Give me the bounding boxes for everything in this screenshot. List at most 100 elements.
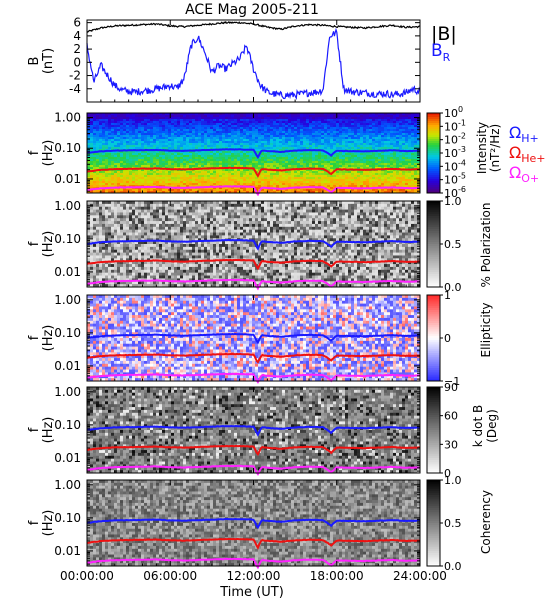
- spectrogram-cell: [195, 127, 199, 130]
- spectrogram-cell: [90, 131, 94, 134]
- spectrogram-cell: [237, 177, 241, 180]
- spectrogram-cell: [144, 151, 148, 154]
- spectrogram-cell: [150, 113, 154, 116]
- spectrogram-cell: [222, 177, 226, 180]
- spectrogram-cell: [261, 159, 265, 162]
- spectrogram-cell: [120, 115, 124, 118]
- spectrogram-cell: [198, 145, 202, 148]
- spectrogram-cell: [267, 143, 271, 146]
- spectrogram-cell: [159, 169, 163, 172]
- spectrogram-cell: [207, 155, 211, 158]
- spectrogram-cell: [168, 123, 172, 126]
- spectrogram-cell: [285, 119, 289, 122]
- spectrogram-cell: [105, 177, 109, 180]
- spectrogram-cell: [123, 203, 127, 208]
- spectrogram-cell: [276, 137, 280, 140]
- spectrogram-cell: [114, 272, 118, 276]
- spectrogram-cell: [183, 155, 187, 158]
- spectrogram-cell: [246, 139, 250, 142]
- spectrogram-cell: [237, 117, 241, 120]
- spectrogram-cell: [264, 143, 268, 146]
- spectrogram-cells: [87, 113, 421, 194]
- spectrogram-cell: [180, 115, 184, 118]
- spectrogram-cell: [114, 209, 118, 213]
- spectrogram-cell: [198, 119, 202, 122]
- spectrogram-cell: [276, 117, 280, 120]
- spectrogram-cell: [144, 145, 148, 148]
- spectrogram-cell: [213, 165, 217, 168]
- spectrogram-cell: [237, 173, 241, 176]
- spectrogram-cell: [216, 175, 220, 178]
- spectrogram-cell: [171, 173, 175, 176]
- spectrogram-cell: [162, 159, 166, 162]
- spectrogram-cell: [120, 221, 124, 225]
- spectrogram-cell: [219, 161, 223, 164]
- spectrogram-cell: [216, 163, 220, 166]
- spectrogram-cell: [114, 226, 118, 231]
- spectrogram-cell: [204, 113, 208, 116]
- spectrogram-cell: [132, 185, 136, 188]
- spectrogram-cell: [87, 157, 91, 160]
- spectrogram-cell: [216, 121, 220, 124]
- spectrogram-cell: [267, 139, 271, 142]
- spectrogram-cell: [123, 244, 127, 248]
- spectrogram-cell: [162, 141, 166, 144]
- spectrogram-cell: [246, 145, 250, 148]
- spectrogram-cell: [228, 121, 232, 124]
- spectrogram-cell: [162, 171, 166, 174]
- spectrogram-cell: [171, 145, 175, 148]
- spectrogram-cell: [261, 115, 265, 118]
- spectrogram-cell: [135, 113, 139, 116]
- spectrogram-cell: [198, 151, 202, 154]
- spectrogram-cell: [147, 183, 151, 186]
- spectrogram-cell: [267, 165, 271, 168]
- spectrogram-cell: [219, 141, 223, 144]
- spectrogram-cell: [249, 115, 253, 118]
- spectrogram-cell: [180, 157, 184, 160]
- spectrogram-cell: [111, 163, 115, 166]
- spectrogram-cell: [129, 181, 133, 184]
- spectrogram-cell: [168, 165, 172, 168]
- spectrogram-cell: [228, 131, 232, 134]
- spectrogram-cell: [156, 175, 160, 178]
- spectrogram-cell: [186, 133, 190, 136]
- spectrogram-cell: [93, 159, 97, 162]
- spectrogram-cell: [132, 119, 136, 122]
- spectrogram-cell: [261, 163, 265, 166]
- spectrogram-cell: [219, 115, 223, 118]
- spectrogram-cell: [237, 169, 241, 172]
- spectrogram-cell: [231, 177, 235, 180]
- spectrogram-cell: [126, 272, 130, 276]
- spectrogram-cell: [132, 175, 136, 178]
- spectrogram-cell: [270, 175, 274, 178]
- spectrogram-cell: [105, 123, 109, 126]
- spectrogram-cell: [273, 167, 277, 170]
- spectrogram-cell: [99, 171, 103, 174]
- spectrogram-cell: [285, 155, 289, 158]
- spectrogram-cell: [105, 127, 109, 130]
- spectrogram-cell: [174, 155, 178, 158]
- spectrogram-cell: [213, 155, 217, 158]
- spectrogram-cell: [126, 179, 130, 182]
- spectrogram-cell: [240, 115, 244, 118]
- spectrogram-cell: [147, 181, 151, 184]
- spectrogram-cell: [213, 179, 217, 182]
- spectrogram-cell: [195, 159, 199, 162]
- spectrogram-cell: [255, 145, 259, 148]
- spectrogram-cell: [144, 159, 148, 162]
- spectrogram-cell: [132, 121, 136, 124]
- spectrogram-cell: [195, 123, 199, 126]
- spectrogram-cell: [90, 278, 94, 282]
- spectrogram-cell: [210, 121, 214, 124]
- spectrogram-cell: [195, 129, 199, 132]
- spectrogram-cell: [246, 165, 250, 168]
- spectrogram-cell: [183, 117, 187, 120]
- spectrogram-cell: [111, 155, 115, 158]
- spectrogram-cell: [264, 189, 268, 192]
- spectrogram-cell: [99, 185, 103, 188]
- spectrogram-cell: [273, 141, 277, 144]
- spectrogram-cell: [120, 159, 124, 162]
- spectrogram-cell: [96, 113, 100, 116]
- spectrogram-cell: [270, 165, 274, 168]
- spectrogram-cell: [147, 139, 151, 142]
